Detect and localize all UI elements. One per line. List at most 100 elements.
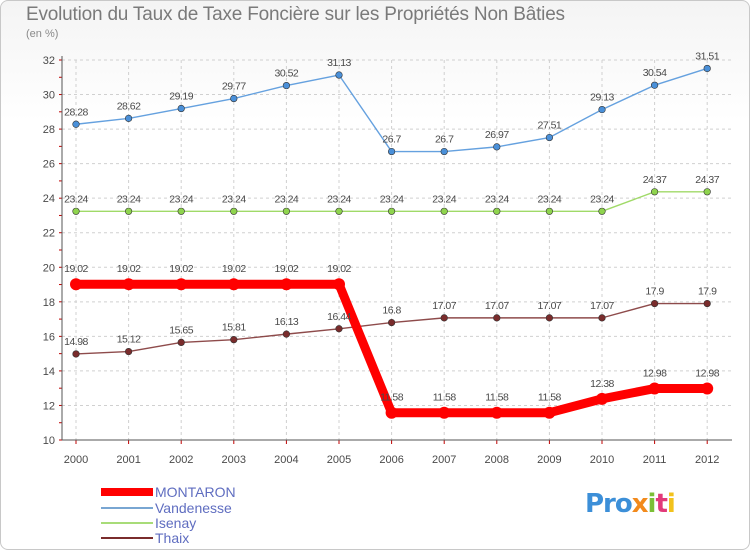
data-label-montaron: 12.98 [695, 368, 719, 380]
data-point-thaix [650, 299, 659, 308]
data-label-vandenesse: 29.13 [590, 92, 614, 104]
data-label-isenay: 23.24 [327, 193, 351, 205]
data-label-isenay: 24.37 [695, 174, 719, 186]
data-point-montaron [227, 278, 240, 291]
legend-label-isenay: Isenay [155, 515, 197, 531]
x-tick-label: 2001 [116, 454, 140, 466]
x-tick-label: 2004 [274, 454, 298, 466]
data-label-vandenesse: 26.7 [435, 134, 454, 146]
data-label-vandenesse: 26.97 [485, 129, 509, 141]
data-label-thaix: 16.8 [382, 305, 401, 317]
data-point-montaron [596, 392, 608, 405]
legend-swatch-vandenesse [101, 507, 153, 509]
data-point-isenay [335, 207, 343, 215]
data-point-thaix [493, 314, 501, 322]
data-point-isenay [388, 207, 396, 215]
data-label-thaix: 16.44 [327, 311, 351, 323]
x-tick-label: 2006 [379, 454, 403, 466]
data-point-isenay [650, 188, 659, 196]
proxiti-logo: Proxiti [585, 489, 676, 519]
x-tick-label: 2009 [537, 454, 561, 466]
y-tick-label: 10 [43, 435, 55, 447]
data-point-thaix [703, 299, 711, 308]
data-label-isenay: 23.24 [222, 193, 246, 205]
data-label-vandenesse: 29.77 [222, 81, 246, 93]
x-tick-label: 2008 [485, 454, 509, 466]
data-label-thaix: 17.9 [645, 286, 664, 298]
grid [62, 59, 732, 441]
data-label-thaix: 16.13 [275, 316, 299, 328]
data-point-isenay [125, 207, 133, 215]
data-point-vandenesse [230, 94, 238, 103]
y-tick-label: 28 [43, 124, 55, 136]
legend-label-vandenesse: Vandenesse [155, 500, 232, 516]
y-tick-label: 32 [43, 55, 55, 67]
data-label-montaron: 11.58 [485, 392, 509, 404]
data-label-montaron: 11.58 [380, 392, 404, 404]
data-point-isenay [493, 207, 501, 215]
y-tick-label: 24 [43, 193, 55, 205]
y-tick-label: 14 [43, 366, 55, 378]
data-label-vandenesse: 31.51 [695, 50, 719, 62]
data-point-isenay [282, 207, 291, 215]
data-label-montaron: 12.98 [643, 368, 667, 380]
x-tick-label: 2011 [643, 454, 667, 466]
data-point-thaix [598, 314, 606, 322]
data-label-montaron: 11.58 [538, 392, 562, 404]
data-label-montaron: 19.02 [169, 263, 193, 275]
y-tick-label: 12 [43, 400, 55, 412]
data-point-vandenesse [335, 71, 343, 79]
data-label-thaix: 17.07 [590, 300, 614, 312]
x-tick-label: 2005 [327, 454, 351, 466]
data-label-thaix: 17.07 [485, 300, 509, 312]
legend-label-thaix: Thaix [155, 530, 190, 546]
data-point-isenay [598, 207, 606, 215]
data-point-thaix [125, 347, 133, 356]
data-label-montaron: 19.02 [117, 263, 141, 275]
data-point-vandenesse [177, 104, 185, 113]
x-tick-label: 2003 [222, 454, 246, 466]
data-label-montaron: 19.02 [222, 263, 246, 275]
data-point-isenay [177, 207, 185, 215]
x-tick-label: 2007 [432, 454, 456, 466]
data-label-montaron: 19.02 [64, 263, 88, 275]
data-label-montaron: 11.58 [433, 392, 457, 404]
data-point-vandenesse [440, 147, 448, 156]
data-point-vandenesse [545, 133, 554, 142]
x-tick-label: 2010 [590, 454, 614, 466]
y-tick-label: 20 [43, 262, 55, 274]
data-label-thaix: 17.07 [432, 300, 456, 312]
data-point-montaron [385, 406, 398, 419]
data-label-vandenesse: 28.62 [117, 100, 141, 112]
data-label-isenay: 23.24 [432, 193, 456, 205]
data-point-vandenesse [493, 143, 501, 151]
data-point-montaron [543, 406, 556, 419]
data-label-vandenesse: 26.7 [382, 134, 401, 146]
data-point-montaron [490, 406, 503, 419]
chart-title: Evolution du Taux de Taxe Foncière sur l… [26, 4, 565, 25]
x-tick-label: 2002 [169, 454, 193, 466]
y-tick-label: 26 [43, 159, 55, 171]
data-point-thaix [282, 330, 291, 338]
data-point-isenay [545, 207, 554, 215]
data-label-isenay: 23.24 [380, 193, 404, 205]
data-label-thaix: 15.65 [169, 324, 193, 336]
data-point-thaix [388, 318, 396, 327]
data-point-vandenesse [650, 81, 659, 89]
data-point-thaix [440, 314, 448, 322]
data-point-montaron [438, 406, 451, 419]
data-label-isenay: 24.37 [643, 174, 667, 186]
y-tick-label: 30 [43, 90, 55, 102]
legend-swatch-isenay [101, 522, 153, 524]
axes: 10 12 14 16 18 20 22 24 26 28 30 32 2000 2001 2002 2003… [43, 55, 732, 466]
data-point-thaix [177, 338, 185, 347]
data-label-vandenesse: 28.28 [64, 106, 88, 118]
legend-label-montaron: MONTARON [155, 484, 236, 500]
data-point-montaron [70, 278, 82, 291]
legend-swatch-thaix [101, 537, 153, 539]
data-label-isenay: 23.24 [485, 193, 509, 205]
unit-label: (en %) [26, 28, 59, 40]
data-labels: 28.28 28.62 29.19 29.77 30.52 31.13 26.7 26.7 26… [64, 50, 720, 403]
data-label-thaix: 15.81 [222, 322, 246, 334]
